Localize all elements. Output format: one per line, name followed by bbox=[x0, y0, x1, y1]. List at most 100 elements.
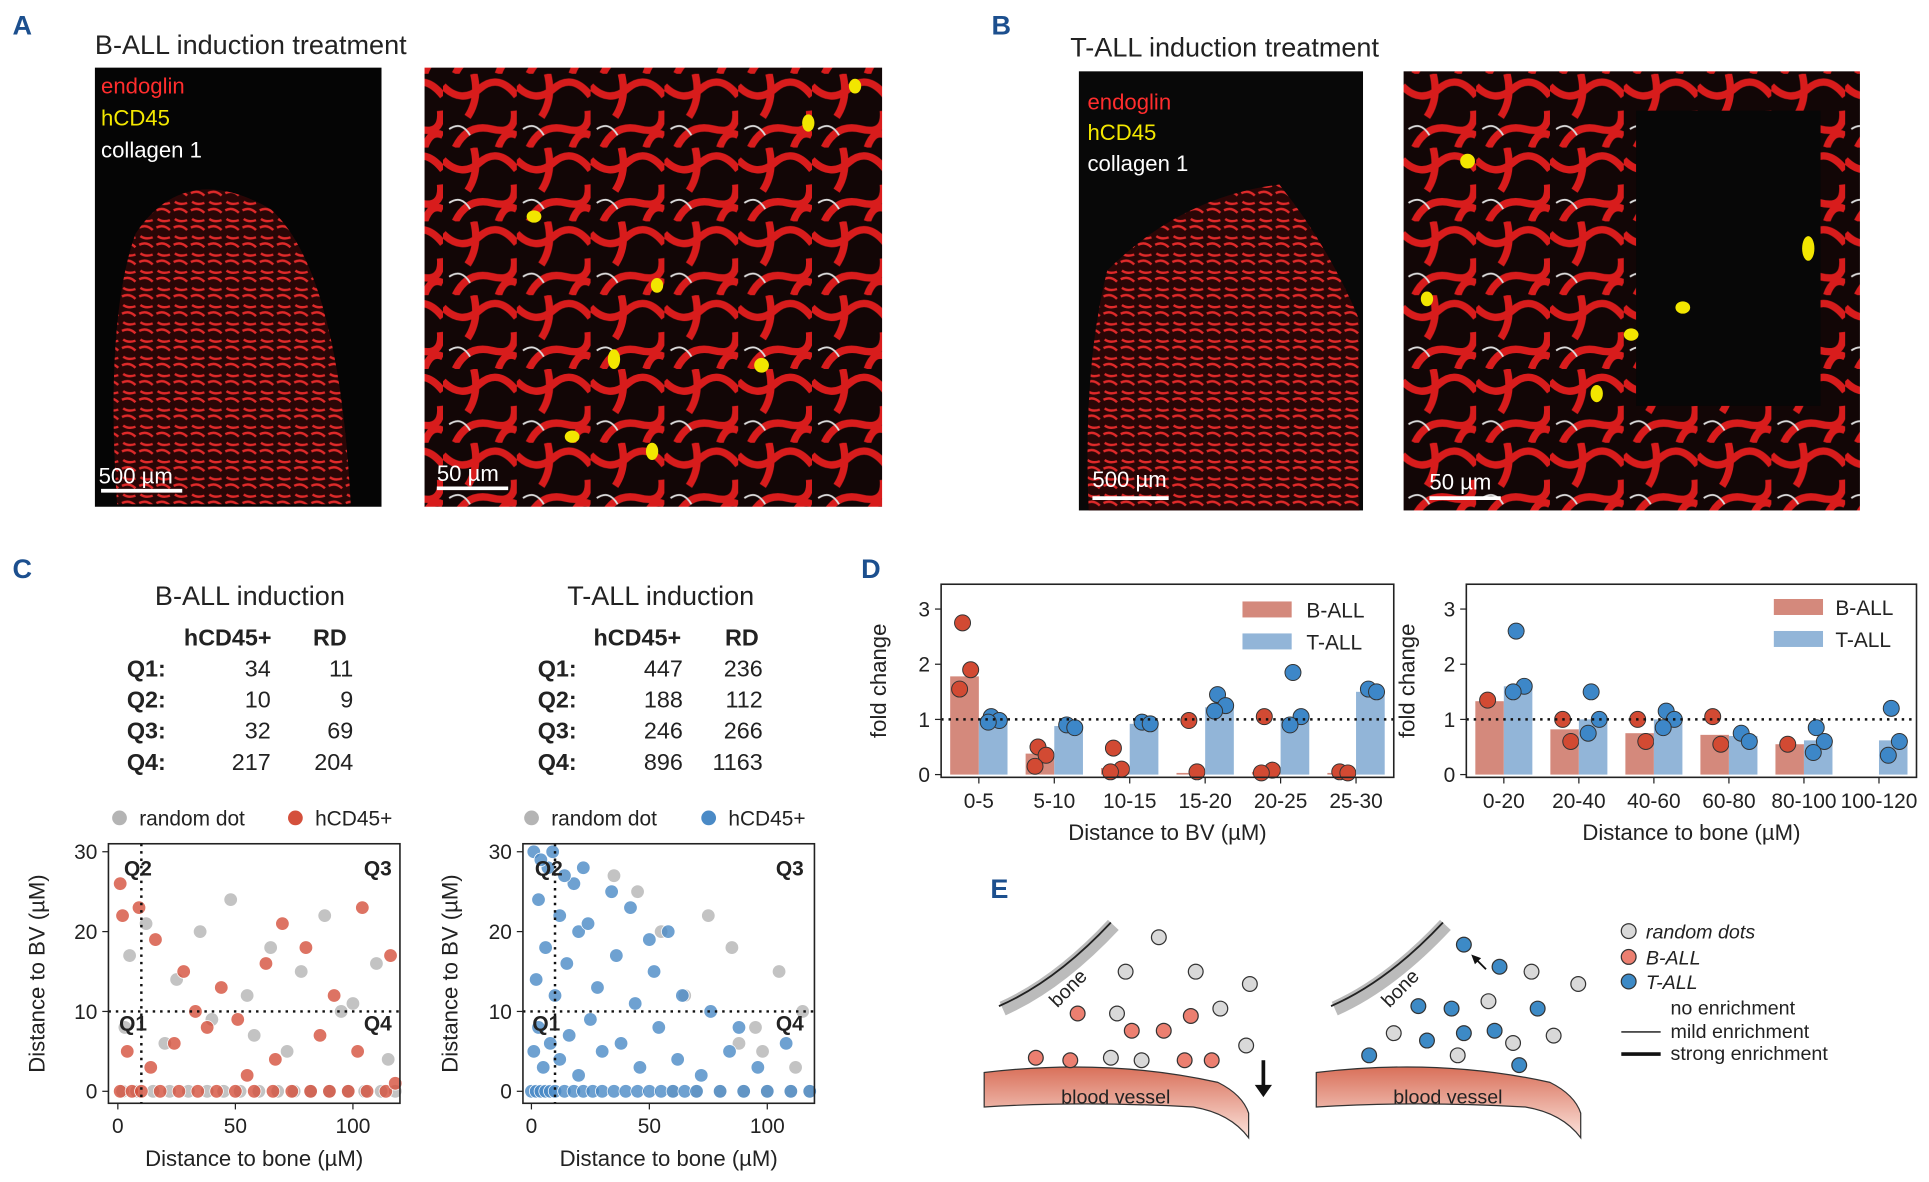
scatter-point bbox=[731, 1036, 747, 1051]
scatter-point bbox=[604, 884, 619, 899]
scatter-point bbox=[802, 1084, 817, 1099]
replicate-point bbox=[1579, 724, 1597, 742]
scatter-point bbox=[562, 1028, 577, 1043]
legend-label: T-ALL bbox=[1306, 631, 1362, 654]
table-cell: 236 bbox=[724, 655, 763, 681]
x-tick-label: 0 bbox=[526, 1115, 538, 1138]
scatter-point bbox=[279, 1044, 295, 1059]
x-tick-label: 100-120 bbox=[1841, 790, 1918, 813]
y-tick-label: 10 bbox=[489, 1001, 512, 1024]
replicate-point bbox=[954, 614, 972, 632]
x-tick-label: 15-20 bbox=[1178, 790, 1231, 813]
diagram bbox=[983, 919, 1661, 1140]
scatter-point bbox=[547, 988, 563, 1003]
panel-letter: D bbox=[861, 554, 881, 584]
table-cell: 1163 bbox=[713, 749, 763, 775]
legend-marker bbox=[1242, 633, 1292, 650]
scatter-point bbox=[355, 900, 370, 915]
scatter-point bbox=[771, 964, 787, 979]
legend-marker bbox=[524, 810, 539, 826]
legend-label: B-ALL bbox=[1306, 599, 1364, 622]
image-tissue bbox=[1087, 184, 1360, 511]
x-tick-label: 10-15 bbox=[1103, 790, 1156, 813]
x-axis-label: Distance to bone (µM) bbox=[1582, 820, 1800, 845]
replicate-point bbox=[979, 713, 997, 731]
legend-label: random dot bbox=[551, 807, 657, 830]
scatter-point bbox=[117, 1020, 133, 1035]
legend-label: T-ALL bbox=[1835, 629, 1891, 652]
quadrant-label: Q3 bbox=[776, 858, 804, 881]
panel-letter: A bbox=[13, 10, 33, 40]
scatter-point bbox=[642, 932, 657, 947]
scatter-point bbox=[788, 1060, 803, 1075]
replicate-point bbox=[1507, 622, 1525, 640]
scatter-point bbox=[388, 1076, 403, 1091]
bar bbox=[1129, 723, 1159, 775]
scatter-point bbox=[536, 1060, 551, 1075]
scatter-point bbox=[265, 1084, 281, 1099]
scatter-point bbox=[538, 940, 553, 955]
scatter-point bbox=[736, 1084, 751, 1099]
vessel-label: blood vessel bbox=[1061, 1086, 1170, 1108]
plot-frame bbox=[1465, 583, 1918, 779]
scatter-point bbox=[188, 1004, 203, 1019]
scatter-point bbox=[148, 932, 163, 947]
scatter-point bbox=[552, 908, 567, 923]
x-tick-label: 0 bbox=[112, 1115, 124, 1138]
x-tick-label: 25-30 bbox=[1329, 790, 1382, 813]
legend-label: random dots bbox=[1646, 921, 1755, 943]
y-tick-label: 30 bbox=[489, 841, 512, 864]
table-cell: 217 bbox=[232, 749, 271, 775]
scatter-point bbox=[760, 1084, 775, 1099]
y-tick-label: 3 bbox=[918, 598, 930, 621]
replicate-point bbox=[1284, 664, 1302, 681]
replicate-point bbox=[1879, 746, 1897, 764]
x-tick-label: 0-20 bbox=[1483, 790, 1525, 813]
table-cell: 69 bbox=[327, 718, 353, 744]
scatter-point bbox=[630, 884, 645, 899]
scatter-point bbox=[143, 1060, 158, 1075]
row-label: Q4: bbox=[538, 749, 577, 775]
replicate-point bbox=[1890, 732, 1908, 750]
scatter-point bbox=[341, 1084, 356, 1099]
panel-letter: B bbox=[992, 10, 1012, 40]
scatter-point bbox=[783, 1084, 798, 1099]
scatter-point bbox=[545, 844, 560, 859]
scatter-point bbox=[632, 1060, 648, 1075]
scatter-point bbox=[661, 924, 676, 939]
scatter-point bbox=[228, 1084, 243, 1099]
scatter-point bbox=[322, 1084, 337, 1099]
replicate-point bbox=[1779, 735, 1797, 753]
x-axis-label: Distance to BV (µM) bbox=[1068, 820, 1266, 845]
table-cell: 9 bbox=[340, 687, 353, 713]
table-header: RD bbox=[725, 625, 759, 651]
stain-label: endoglin bbox=[1087, 89, 1171, 114]
y-axis-label: Distance to BV (µM) bbox=[438, 874, 463, 1072]
scatter-point bbox=[583, 1012, 598, 1027]
legend-label: strong enrichment bbox=[1671, 1043, 1829, 1065]
replicate-point bbox=[1368, 683, 1386, 701]
scatter-point bbox=[576, 860, 591, 875]
x-tick-label: 100 bbox=[335, 1115, 370, 1138]
panel-title: T-ALL induction treatment bbox=[1070, 33, 1379, 63]
scatter-point bbox=[359, 1084, 375, 1099]
vessel-label: blood vessel bbox=[1393, 1086, 1502, 1108]
plot-frame bbox=[522, 842, 816, 1105]
row-label: Q3: bbox=[127, 718, 166, 744]
scatter-point bbox=[369, 956, 384, 971]
image-tissue bbox=[113, 189, 351, 505]
scatter-point bbox=[566, 876, 582, 891]
x-tick-label: 40-60 bbox=[1627, 790, 1680, 813]
table-header: RD bbox=[313, 625, 347, 651]
replicate-point bbox=[1815, 732, 1833, 750]
replicate-point bbox=[1255, 708, 1273, 726]
replicate-point bbox=[1504, 683, 1522, 701]
legend-label: hCD45+ bbox=[315, 807, 392, 830]
scatter-point bbox=[326, 988, 342, 1003]
replicate-point bbox=[1026, 757, 1044, 775]
y-axis-label: fold change bbox=[1395, 624, 1420, 738]
y-tick-label: 2 bbox=[918, 654, 930, 677]
scatter-point bbox=[209, 1084, 224, 1099]
scatter-point bbox=[552, 1052, 567, 1067]
